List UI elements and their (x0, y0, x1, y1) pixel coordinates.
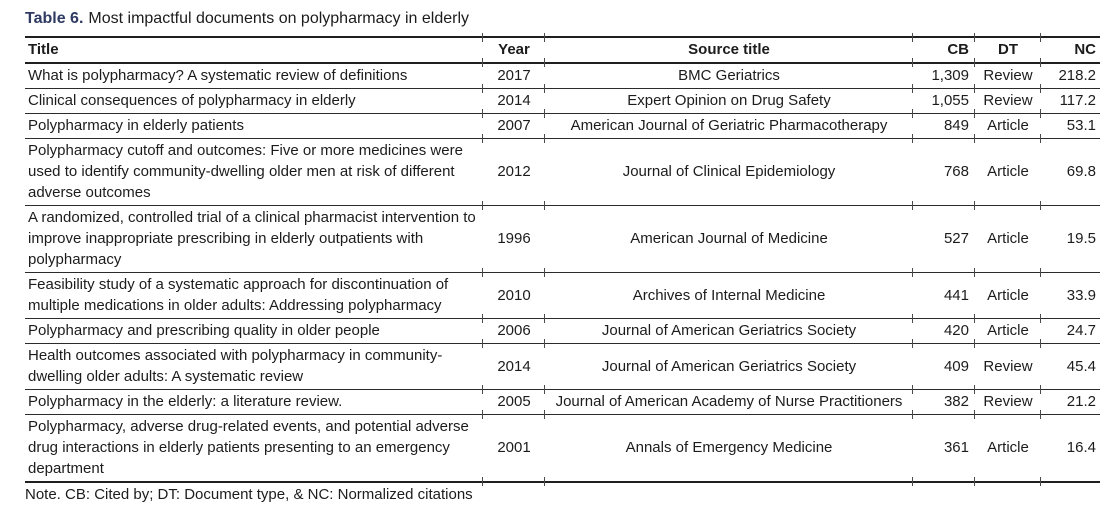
cell-cb: 409 (912, 343, 975, 394)
cell-year: 2017 (482, 63, 545, 92)
cell-dt: Article (974, 138, 1041, 210)
table-row: What is polypharmacy? A systematic revie… (25, 63, 1100, 92)
cell-cb: 382 (912, 389, 975, 419)
table-caption-number: Table 6. (25, 10, 84, 27)
table-row: Polypharmacy, adverse drug-related event… (25, 414, 1100, 485)
cell-cb: 768 (912, 138, 975, 210)
table-row: Health outcomes associated with polyphar… (25, 343, 1100, 394)
cell-source: Archives of Internal Medicine (544, 272, 913, 323)
cell-source: Expert Opinion on Drug Safety (544, 88, 913, 118)
cell-dt: Article (974, 272, 1041, 323)
cell-title: Clinical consequences of polypharmacy in… (25, 88, 483, 114)
impactful-documents-table: Title Year Source title CB DT NC What is… (25, 34, 1100, 485)
cell-dt: Review (974, 389, 1041, 419)
cell-cb: 1,309 (912, 63, 975, 92)
table-row: Polypharmacy in elderly patients 2007 Am… (25, 113, 1100, 143)
cell-cb: 441 (912, 272, 975, 323)
cell-nc: 218.2 (1040, 63, 1100, 92)
cell-nc: 45.4 (1040, 343, 1100, 394)
table-row: Clinical consequences of polypharmacy in… (25, 88, 1100, 118)
cell-dt: Article (974, 318, 1041, 348)
cell-title: What is polypharmacy? A systematic revie… (25, 63, 483, 89)
cell-source: Journal of American Geriatrics Society (544, 343, 913, 394)
cell-title: Polypharmacy cutoff and outcomes: Five o… (25, 138, 483, 206)
table-caption: Table 6. Most impactful documents on poly… (25, 8, 1100, 29)
cell-nc: 69.8 (1040, 138, 1100, 210)
table-row: A randomized, controlled trial of a clin… (25, 205, 1100, 277)
column-header-dt: DT (974, 34, 1041, 68)
table-note: Note. CB: Cited by; DT: Document type, &… (25, 486, 473, 503)
cell-cb: 527 (912, 205, 975, 277)
cell-source: Journal of American Academy of Nurse Pra… (544, 389, 913, 419)
cell-dt: Review (974, 88, 1041, 118)
cell-dt: Article (974, 205, 1041, 277)
cell-year: 2007 (482, 113, 545, 143)
cell-year: 2006 (482, 318, 545, 348)
column-header-cb: CB (912, 34, 975, 68)
cell-title: A randomized, controlled trial of a clin… (25, 205, 483, 273)
cell-year: 2012 (482, 138, 545, 210)
cell-year: 2001 (482, 414, 545, 485)
cell-title: Polypharmacy in the elderly: a literatur… (25, 389, 483, 415)
cell-year: 1996 (482, 205, 545, 277)
cell-source: BMC Geriatrics (544, 63, 913, 92)
cell-nc: 53.1 (1040, 113, 1100, 143)
cell-dt: Review (974, 343, 1041, 394)
cell-source: American Journal of Medicine (544, 205, 913, 277)
cell-year: 2014 (482, 88, 545, 118)
cell-cb: 420 (912, 318, 975, 348)
table-row: Feasibility study of a systematic approa… (25, 272, 1100, 323)
cell-title: Polypharmacy and prescribing quality in … (25, 318, 483, 344)
cell-year: 2014 (482, 343, 545, 394)
cell-title: Health outcomes associated with polyphar… (25, 343, 483, 390)
cell-cb: 1,055 (912, 88, 975, 118)
cell-cb: 849 (912, 113, 975, 143)
cell-source: Journal of Clinical Epidemiology (544, 138, 913, 210)
column-header-nc: NC (1040, 34, 1100, 68)
cell-nc: 16.4 (1040, 414, 1100, 485)
cell-cb: 361 (912, 414, 975, 485)
header-row: Title Year Source title CB DT NC (25, 34, 1100, 68)
cell-title: Feasibility study of a systematic approa… (25, 272, 483, 319)
table-row: Polypharmacy and prescribing quality in … (25, 318, 1100, 348)
cell-nc: 117.2 (1040, 88, 1100, 118)
cell-year: 2005 (482, 389, 545, 419)
cell-nc: 19.5 (1040, 205, 1100, 277)
cell-title: Polypharmacy, adverse drug-related event… (25, 414, 483, 483)
table-row: Polypharmacy in the elderly: a literatur… (25, 389, 1100, 419)
cell-nc: 33.9 (1040, 272, 1100, 323)
cell-source: Annals of Emergency Medicine (544, 414, 913, 485)
cell-nc: 24.7 (1040, 318, 1100, 348)
cell-source: Journal of American Geriatrics Society (544, 318, 913, 348)
cell-title: Polypharmacy in elderly patients (25, 113, 483, 139)
paper-table-page: Table 6. Most impactful documents on poly… (25, 8, 1100, 503)
table-caption-text: Most impactful documents on polypharmacy… (88, 10, 470, 27)
cell-year: 2010 (482, 272, 545, 323)
cell-nc: 21.2 (1040, 389, 1100, 419)
column-header-source: Source title (544, 34, 913, 68)
cell-source: American Journal of Geriatric Pharmacoth… (544, 113, 913, 143)
column-header-year: Year (482, 34, 545, 68)
cell-dt: Review (974, 63, 1041, 92)
cell-dt: Article (974, 414, 1041, 485)
table-row: Polypharmacy cutoff and outcomes: Five o… (25, 138, 1100, 210)
cell-dt: Article (974, 113, 1041, 143)
column-header-title: Title (25, 36, 483, 64)
